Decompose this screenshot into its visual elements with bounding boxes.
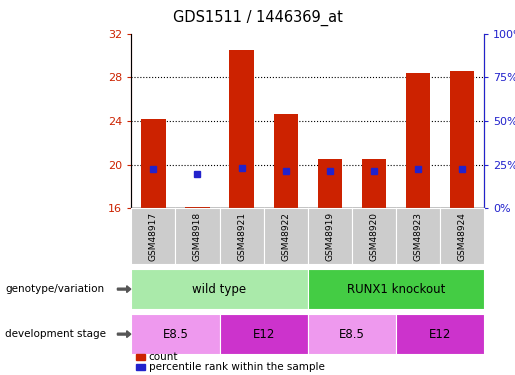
Text: E12: E12 (252, 328, 275, 340)
Text: GSM48921: GSM48921 (237, 212, 246, 261)
Bar (362, 159, 386, 208)
Text: E8.5: E8.5 (163, 328, 188, 340)
Bar (185, 207, 210, 208)
Text: development stage: development stage (5, 329, 106, 339)
Text: GSM48919: GSM48919 (325, 211, 334, 261)
Text: GDS1511 / 1446369_at: GDS1511 / 1446369_at (173, 9, 342, 26)
Text: count: count (149, 352, 178, 362)
Bar (450, 71, 474, 208)
Text: wild type: wild type (193, 283, 247, 296)
Text: percentile rank within the sample: percentile rank within the sample (149, 362, 325, 372)
Text: GSM48923: GSM48923 (414, 212, 422, 261)
Bar (230, 50, 254, 208)
Text: GSM48918: GSM48918 (193, 211, 202, 261)
Text: GSM48917: GSM48917 (149, 211, 158, 261)
Text: RUNX1 knockout: RUNX1 knockout (347, 283, 445, 296)
Bar (141, 119, 165, 208)
Bar (406, 73, 430, 208)
Text: E12: E12 (429, 328, 451, 340)
Text: E8.5: E8.5 (339, 328, 365, 340)
Text: GSM48924: GSM48924 (457, 212, 467, 261)
Bar (273, 114, 298, 208)
Text: GSM48920: GSM48920 (369, 212, 379, 261)
Bar (318, 159, 342, 208)
Text: GSM48922: GSM48922 (281, 212, 290, 261)
Text: genotype/variation: genotype/variation (5, 284, 104, 294)
